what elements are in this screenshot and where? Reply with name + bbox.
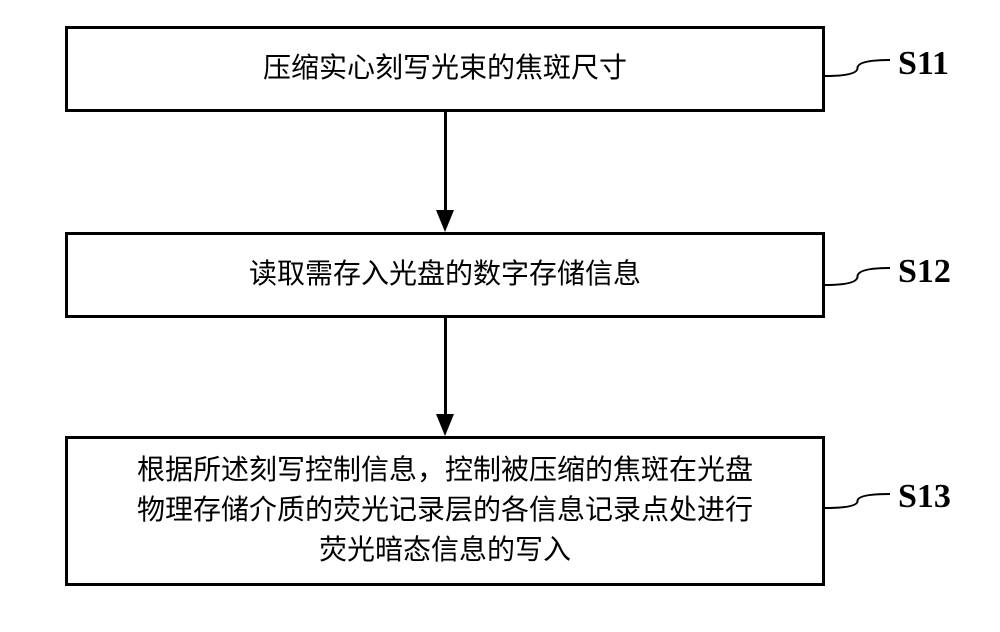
step-s11-box: 压缩实心刻写光束的焦斑尺寸	[65, 26, 825, 112]
arrow-s12-to-s13-line	[444, 318, 447, 414]
step-s12-box: 读取需存入光盘的数字存储信息	[65, 232, 825, 318]
arrow-s11-to-s12-head	[436, 210, 454, 232]
flowchart-canvas: 压缩实心刻写光束的焦斑尺寸 读取需存入光盘的数字存储信息 根据所述刻写控制信息，…	[0, 0, 1000, 632]
step-s13-box: 根据所述刻写控制信息，控制被压缩的焦斑在光盘物理存储介质的荧光记录层的各信息记录…	[65, 436, 825, 586]
arrow-s11-to-s12-line	[444, 112, 447, 210]
step-s11-text: 压缩实心刻写光束的焦斑尺寸	[263, 49, 627, 89]
label-s11: S11	[898, 45, 949, 83]
label-s13: S13	[898, 478, 951, 516]
label-s12: S12	[898, 253, 951, 291]
label-s12-text: S12	[898, 253, 951, 290]
arrow-s12-to-s13-head	[436, 414, 454, 436]
step-s12-text: 读取需存入光盘的数字存储信息	[249, 255, 641, 295]
label-s13-text: S13	[898, 478, 951, 515]
label-s11-text: S11	[898, 45, 949, 82]
step-s13-text: 根据所述刻写控制信息，控制被压缩的焦斑在光盘物理存储介质的荧光记录层的各信息记录…	[137, 451, 753, 571]
